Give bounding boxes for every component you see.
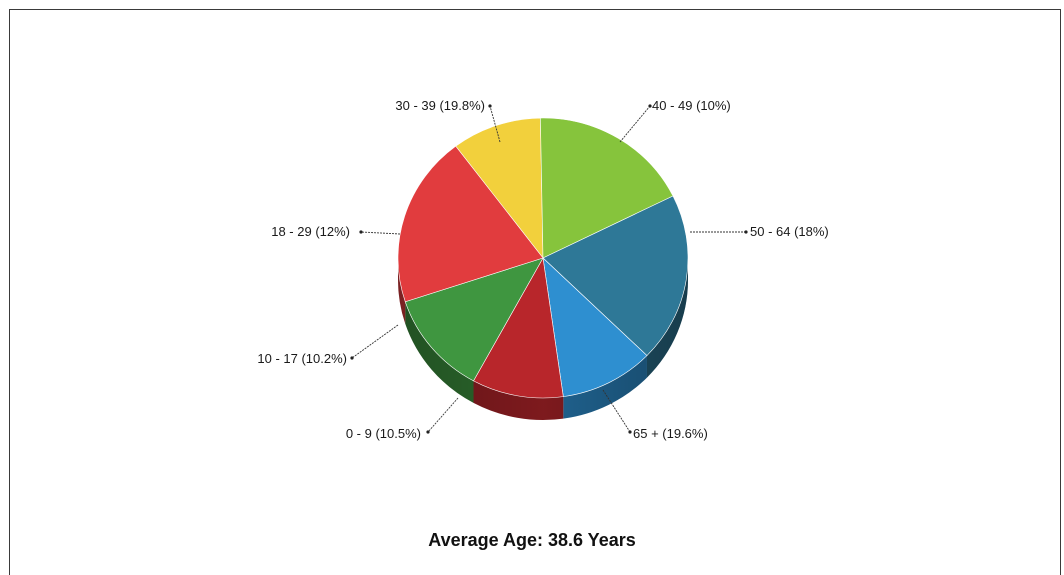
slice-label-3: 65 + (19.6%) (633, 426, 708, 441)
leader-lines (350, 104, 748, 434)
pie-slice-6 (404, 257, 544, 382)
pie-slices (397, 117, 689, 399)
pie-slice-5 (473, 257, 564, 399)
average-age-label: Average Age: 38.6 Years (428, 530, 636, 550)
slice-label-6: 18 - 29 (12%) (271, 224, 350, 239)
leader-dot-4 (426, 430, 430, 434)
pie-slice-7 (397, 145, 544, 303)
slice-label-1: 40 - 49 (10%) (652, 98, 731, 113)
slice-label-7: 30 - 39 (19.8%) (395, 98, 485, 113)
slice-label-2: 50 - 64 (18%) (750, 224, 829, 239)
slice-labels: 40 - 49 (10%) 50 - 64 (18%) 65 + (19.6%) 0 … (257, 98, 828, 441)
leader-line-1 (619, 105, 651, 143)
leader-line-5 (351, 324, 399, 359)
leader-dot-1 (648, 104, 652, 108)
leader-dot-7 (488, 104, 492, 108)
pie-slice-2 (540, 117, 674, 259)
pie-slice-4 (542, 257, 648, 397)
pie-slice-3 (542, 195, 689, 357)
leader-line-4 (427, 397, 459, 433)
leader-dot-2 (744, 230, 748, 234)
leader-line-6 (360, 231, 401, 235)
leader-dot-3 (628, 430, 632, 434)
leader-line-3 (602, 389, 631, 433)
leader-dot-6 (359, 230, 363, 234)
leader-dot-5 (350, 356, 354, 360)
leader-line-7 (489, 105, 501, 143)
slice-label-5: 10 - 17 (10.2%) (257, 351, 347, 366)
slice-label-4: 0 - 9 (10.5%) (346, 426, 421, 441)
